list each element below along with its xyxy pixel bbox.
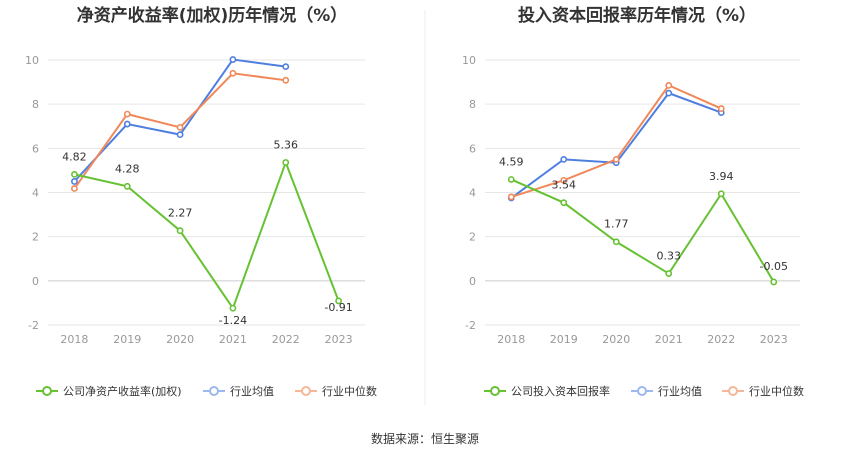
legend-item[interactable]: 公司投入资本回报率 [484,384,610,398]
data-point[interactable] [123,120,131,128]
legend-item[interactable]: 行业均值 [631,385,702,398]
data-label: 2.27 [168,207,193,220]
y-tick-label: 2 [32,231,39,244]
x-tick-label: 2021 [655,333,683,346]
source-text: 数据来源：恒生聚源 [371,431,479,446]
x-tick-label: 2021 [219,333,247,346]
data-label: -0.91 [324,301,352,314]
legend-item[interactable]: 行业均值 [203,385,274,398]
data-point[interactable] [123,110,131,118]
data-label: 3.94 [709,170,734,183]
data-point[interactable] [665,270,673,277]
data-label: 0.33 [657,250,682,263]
series-line [510,91,722,199]
y-tick-label: -2 [28,319,39,332]
data-label: -1.24 [219,314,247,327]
legend-label: 行业均值 [230,385,274,398]
legend-marker [209,386,219,396]
data-label: 4.28 [115,162,140,175]
data-label: 3.54 [552,179,577,192]
series-line [510,84,722,198]
data-point[interactable] [71,178,78,185]
data-point[interactable] [282,159,290,166]
x-tick-label: 2020 [166,333,194,346]
data-point[interactable] [770,278,778,286]
legend-marker [42,386,52,396]
legend-label: 行业中位数 [322,384,377,398]
roe-chart: 净资产收益率(加权)历年情况（%） -2 0 2 4 6 8 10 2018 2019 2020 20… [25,5,377,398]
data-point[interactable] [71,170,78,178]
x-tick-label: 2020 [602,333,630,346]
y-tick-label: 4 [469,187,476,200]
x-tick-label: 2022 [272,333,300,346]
data-label: 5.36 [274,138,299,151]
data-point[interactable] [282,63,290,71]
data-point[interactable] [717,190,725,198]
x-tick-label: 2018 [497,333,525,346]
y-tick-label: 0 [32,275,39,288]
legend-label: 行业均值 [658,385,702,398]
series-line [73,72,286,190]
x-tick-label: 2019 [550,333,578,346]
series-line [73,58,286,183]
legend-label: 公司净资产收益率(加权) [63,384,182,398]
x-tick-label: 2022 [707,333,735,346]
data-point[interactable] [612,155,620,163]
series-line [510,178,775,283]
y-tick-label: 4 [32,187,39,200]
y-tick-label: 2 [469,231,476,244]
x-tick-label: 2019 [113,333,141,346]
x-tick-label: 2023 [325,333,353,346]
legend-item[interactable]: 公司净资产收益率(加权) [36,384,182,398]
data-point[interactable] [612,238,620,246]
data-point[interactable] [229,304,237,312]
data-label: -0.05 [760,260,788,273]
data-point[interactable] [123,182,131,190]
data-point[interactable] [507,176,515,183]
data-point[interactable] [229,56,237,63]
data-point[interactable] [229,69,237,77]
y-tick-label: 6 [32,142,39,155]
legend-item[interactable]: 行业中位数 [722,384,804,398]
data-point[interactable] [665,81,673,89]
legend-marker [301,386,311,396]
data-point[interactable] [176,123,184,131]
legend-label: 公司投入资本回报率 [511,384,610,398]
legend-marker [637,386,647,396]
data-label: 4.82 [62,150,87,163]
data-point[interactable] [176,227,184,235]
data-label: 1.77 [604,218,629,231]
data-point[interactable] [560,155,568,163]
roic-chart: 投入资本回报率历年情况（%） -2 0 2 4 6 8 10 2018 2019 2020 2021 2… [462,5,804,398]
chart-title: 净资产收益率(加权)历年情况（%） [77,5,348,26]
x-tick-label: 2018 [60,333,88,346]
x-tick-label: 2023 [760,333,788,346]
data-point[interactable] [507,193,515,201]
legend-marker [728,386,738,396]
data-point[interactable] [71,185,78,192]
series-line [74,159,340,311]
legend-item[interactable]: 行业中位数 [295,384,377,398]
y-tick-label: 6 [469,142,476,155]
y-tick-label: 8 [32,98,39,111]
data-point[interactable] [560,199,568,207]
legend-marker [490,386,500,396]
data-point[interactable] [335,297,342,305]
data-point[interactable] [282,76,290,84]
data-point[interactable] [717,105,725,112]
y-tick-label: 8 [469,98,476,111]
data-point[interactable] [560,176,568,184]
data-point[interactable] [176,131,184,139]
data-point[interactable] [665,89,673,97]
chart-title: 投入资本回报率历年情况（%） [518,5,756,26]
data-label: 4.59 [499,155,524,168]
y-tick-label: -2 [465,319,476,332]
y-tick-label: 10 [25,54,39,67]
y-tick-label: 10 [462,54,476,67]
y-tick-label: 0 [469,275,476,288]
legend-label: 行业中位数 [749,384,804,398]
